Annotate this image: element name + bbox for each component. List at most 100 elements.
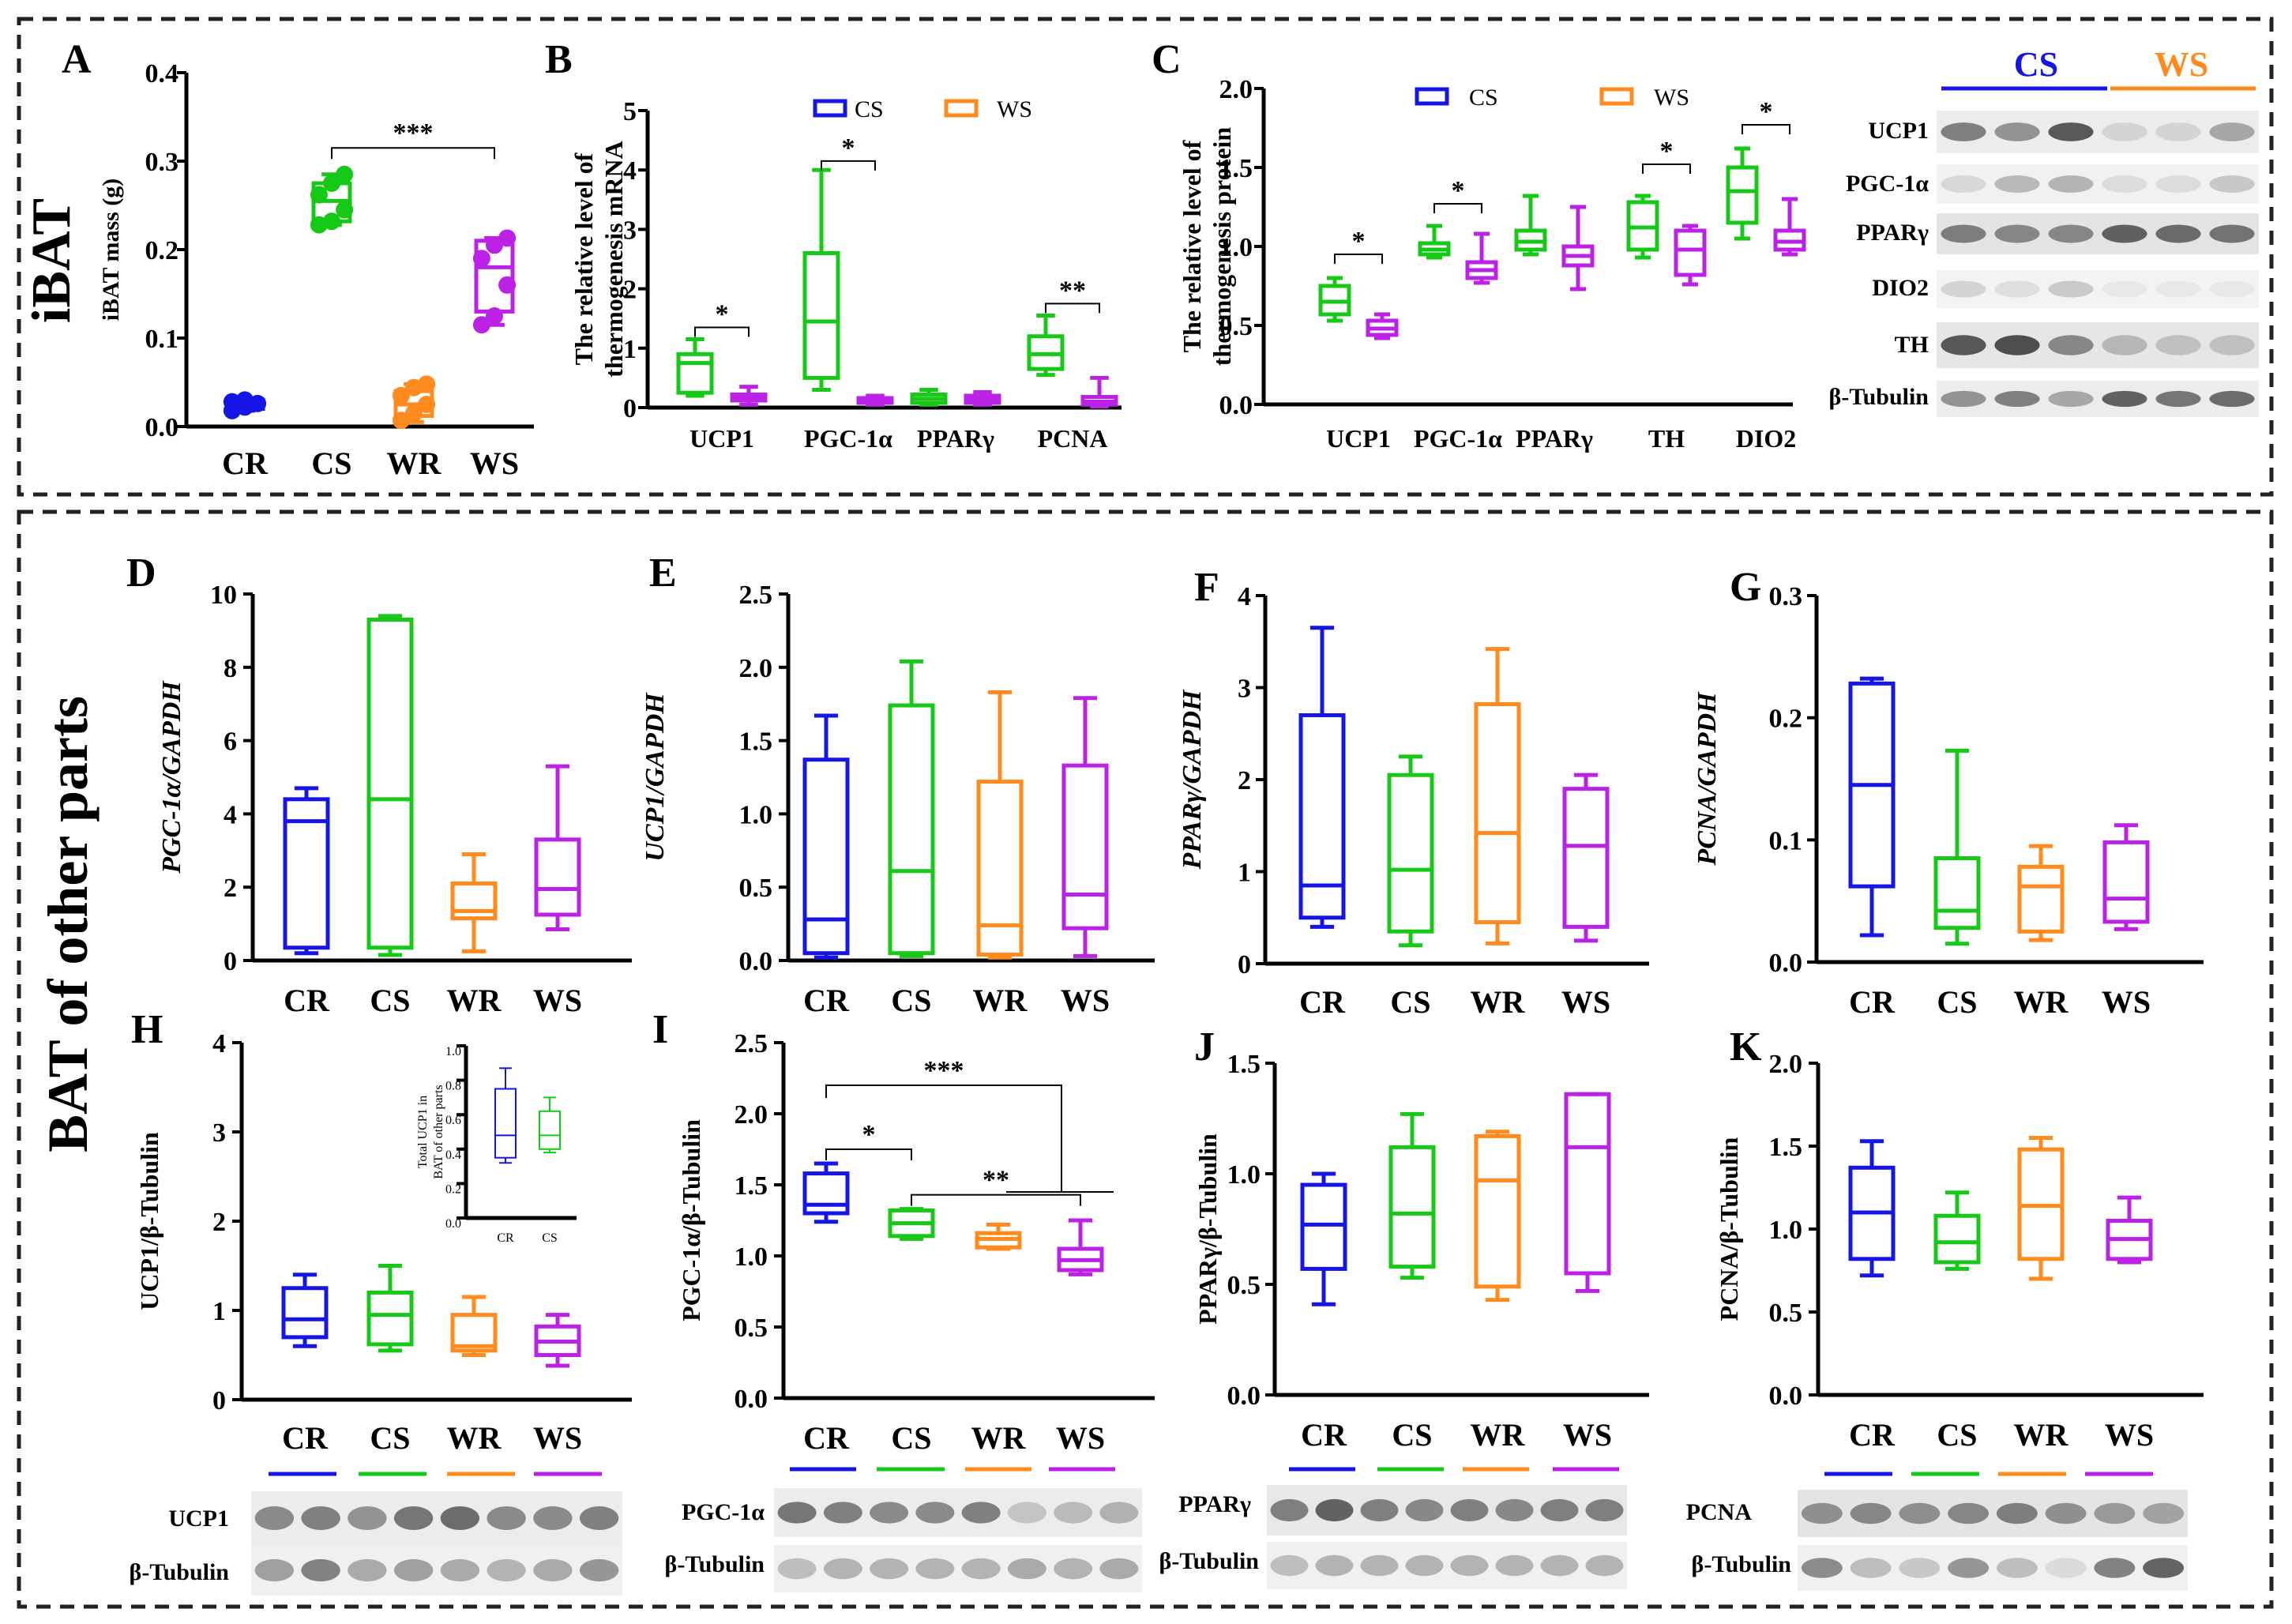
y-axis-label-g: PCNA/GAPDH	[1693, 691, 1722, 867]
blot-c-label-pgc: PGC-1α	[1846, 171, 1929, 197]
box-b-cs	[802, 167, 840, 392]
y-tick-label-i: 2.5	[735, 1029, 768, 1058]
sig-bracket-b: *	[821, 133, 876, 171]
blot-c-th-band	[1941, 335, 1986, 355]
x-category-label-c: DIO2	[1736, 424, 1796, 453]
sig-bracket-line	[1045, 303, 1100, 314]
box-a-cr-point	[236, 391, 254, 409]
blot-c-ucp1-band	[2102, 122, 2147, 141]
blot-c-tubulin-band	[1994, 390, 2040, 408]
blot-i-pgc-band	[1007, 1502, 1046, 1524]
blot-j-lane-1	[1267, 1542, 1627, 1589]
y-tick-label-d: 2	[224, 874, 237, 903]
blot-j-ppar-band	[1450, 1498, 1489, 1522]
chart-panel-e: 0.0 0.5 1.0 1.5 2.0 2.5 UCP1/GAPDH CR CS WR WS	[641, 581, 1155, 1018]
y-tick-label-e: 2.5	[739, 581, 773, 610]
sig-bracket-c: *	[1334, 227, 1383, 264]
box-g-cr	[1848, 676, 1896, 938]
blot-c-dio2-band	[2048, 280, 2094, 298]
x-category-label-c: PGC-1α	[1414, 424, 1502, 453]
blot-c-lane-th	[1937, 322, 2259, 368]
y-axis-label-c-line2: thermogenesis protein	[1208, 127, 1236, 367]
y-tick-label-f: 4	[1238, 582, 1251, 611]
y-tick-label-b: 0	[623, 394, 637, 423]
sig-bracket-label: ***	[393, 118, 434, 148]
blot-j-tubulin-band	[1270, 1554, 1309, 1577]
blot-bands-bottom	[254, 1498, 2185, 1582]
box-h-ws	[534, 1313, 581, 1368]
box-d-ws-box	[534, 837, 581, 917]
legend-c: CS WS	[1415, 85, 1689, 111]
sig-bracket-c: *	[1433, 176, 1482, 213]
box-c-cs-box	[1726, 165, 1759, 225]
y-tick-label-inset-h: 0.8	[445, 1080, 461, 1093]
box-e-ws-box	[1061, 763, 1109, 930]
box-a-cs-point	[310, 186, 328, 204]
blot-c-lane-ucp1	[1937, 111, 2259, 153]
blot-k-pcna-band	[1996, 1502, 2038, 1524]
blot-c-ucp1-band	[1941, 122, 1986, 141]
blot-j-tubulin-band	[1360, 1554, 1399, 1577]
box-d-cs-box	[366, 617, 414, 950]
box-b-ws	[730, 385, 768, 407]
blot-c-label-dio2: DIO2	[1872, 275, 1929, 301]
chart-panel-j: 0.0 0.5 1.0 1.5 PPARγ/β-Tubulin CR CS WR WS	[1193, 1050, 1649, 1453]
legend-b-cs-label: CS	[855, 96, 884, 122]
y-tick-label-b: 1	[623, 335, 637, 364]
sig-bracket-label: **	[983, 1166, 1009, 1195]
box-d-cs	[366, 614, 414, 957]
inset-y-axis-label-line2: BAT of other parts	[432, 1085, 445, 1179]
blot-c-ucp1-band	[1994, 122, 2040, 141]
box-a-ws-point	[498, 229, 517, 247]
blot-j-ppar-band	[1315, 1498, 1354, 1522]
x-category-label-b: PGC-1α	[804, 424, 892, 453]
box-g-wr-box	[2017, 864, 2065, 934]
box-c-ws-box	[1674, 228, 1707, 277]
x-category-label-k: WR	[2014, 1417, 2069, 1453]
box-b-cs	[910, 387, 948, 407]
y-tick-label-i: 2.0	[735, 1100, 768, 1130]
y-tick-label-f: 0	[1238, 950, 1251, 979]
panel-letter-e: E	[649, 551, 677, 596]
section-label-bat-other: BAT of other parts	[36, 696, 100, 1152]
blot-j-ppar-band	[1540, 1498, 1579, 1522]
box-a-cs	[310, 165, 354, 234]
blot-k-pcna-band	[2094, 1502, 2136, 1524]
blot-i-tubulin-band	[1007, 1558, 1046, 1580]
box-a-wr-point	[405, 404, 423, 423]
box-f-cr	[1298, 626, 1346, 929]
blot-j-tubulin-band	[1495, 1554, 1534, 1577]
blot-k-tubulin-band	[2094, 1558, 2136, 1578]
blot-c-lane-pgc	[1937, 164, 2259, 204]
x-category-label-i: WR	[971, 1420, 1027, 1456]
sig-bracket-line	[821, 160, 876, 171]
y-tick-label-g: 0.3	[1769, 582, 1803, 611]
top-section-frame	[17, 17, 2274, 497]
y-tick-label-k: 2.0	[1769, 1050, 1803, 1079]
blot-h-label-1: β-Tubulin	[130, 1559, 230, 1585]
x-category-label-e: WR	[973, 983, 1028, 1018]
y-tick-label-h: 0	[212, 1386, 226, 1415]
chart-panel-a: 0.0 0.1 0.2 0.3 0.4 iBAT mass (g) CR CS WR WS ***	[98, 59, 534, 481]
blot-j-ppar-band	[1360, 1498, 1399, 1522]
blot-k-pcna-band	[2143, 1502, 2185, 1524]
box-d-wr-box	[450, 882, 498, 921]
y-tick-label-d: 4	[224, 800, 237, 829]
x-category-label-a: CS	[311, 445, 351, 481]
y-tick-label-i: 1.5	[735, 1171, 768, 1201]
inset-box-cr	[494, 1067, 517, 1164]
panel-letter-h: H	[131, 1007, 163, 1052]
box-a-cs-point	[336, 201, 354, 219]
box-j-cs	[1388, 1111, 1436, 1280]
blot-c-tubulin-band	[2209, 390, 2255, 408]
y-axis-label-h: UCP1/β-Tubulin	[135, 1132, 163, 1310]
x-category-label-a: WR	[387, 445, 442, 481]
box-f-wr	[1474, 647, 1521, 945]
box-h-cs	[366, 1264, 414, 1353]
y-tick-label-g: 0.2	[1769, 705, 1803, 734]
blot-h-tubulin-band	[254, 1558, 295, 1582]
box-g-ws	[2102, 823, 2150, 931]
inset-y-axis-label: Total UCP1 in	[416, 1096, 430, 1168]
box-b-cs-box	[802, 250, 840, 380]
